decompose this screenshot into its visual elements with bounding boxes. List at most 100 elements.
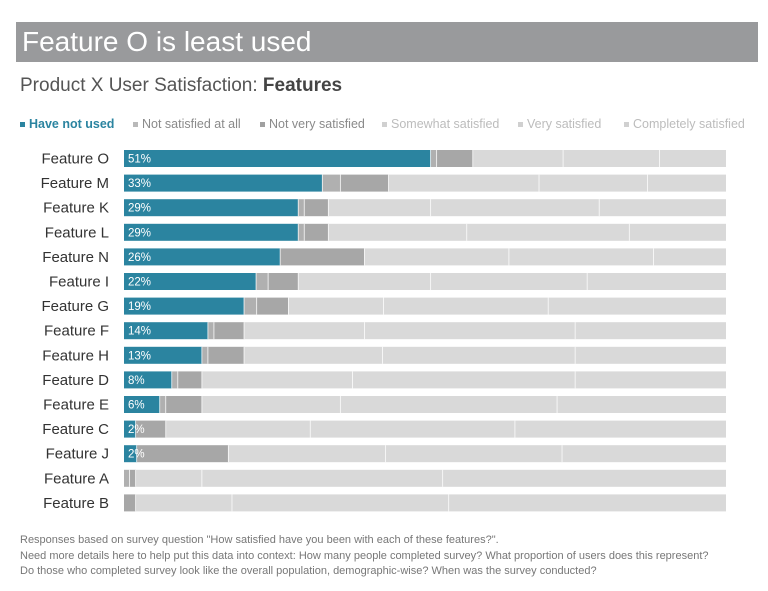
bar-segment bbox=[136, 420, 167, 438]
bar-segment bbox=[166, 396, 203, 413]
bar-segment bbox=[431, 199, 600, 217]
footnote-line-3: Do those who completed survey look like … bbox=[20, 565, 597, 577]
legend-label: Not satisfied at all bbox=[142, 117, 241, 131]
legend-label: Have not used bbox=[29, 117, 115, 131]
data-label: 26% bbox=[128, 252, 151, 264]
bar-segment bbox=[244, 297, 258, 315]
bar-segment bbox=[124, 322, 209, 340]
bar-segment bbox=[124, 469, 131, 487]
data-label: 51% bbox=[128, 154, 151, 166]
data-label: 33% bbox=[128, 178, 151, 190]
category-label: Feature L bbox=[45, 224, 109, 241]
bar-segment bbox=[304, 223, 329, 241]
legend-swatch bbox=[20, 121, 25, 127]
legend-item: Have not used bbox=[20, 117, 114, 131]
bar-segment bbox=[599, 199, 726, 217]
bar-segment bbox=[659, 150, 726, 167]
bar-segment bbox=[130, 469, 137, 487]
bar-segment bbox=[443, 469, 726, 487]
category-label: Feature O bbox=[41, 151, 109, 168]
bar-segment bbox=[136, 469, 203, 487]
data-label: 14% bbox=[128, 326, 151, 338]
bar-segment bbox=[364, 322, 576, 340]
bar-segment bbox=[385, 445, 563, 463]
bar-segment bbox=[328, 223, 468, 241]
bar-segment bbox=[124, 371, 173, 389]
legend-label: Not very satisfied bbox=[269, 117, 365, 131]
bar-segment bbox=[449, 494, 726, 512]
bar-segment bbox=[124, 420, 137, 438]
data-label: 8% bbox=[128, 375, 145, 387]
bar-segment bbox=[575, 346, 726, 364]
bar-segment bbox=[575, 322, 726, 340]
data-label: 22% bbox=[128, 277, 151, 289]
bar-segment bbox=[509, 248, 654, 266]
legend-label: Completely satisfied bbox=[633, 117, 745, 131]
subtitle-bold: Features bbox=[262, 75, 343, 96]
chart-subtitle: Product X User Satisfaction: Features bbox=[20, 75, 342, 97]
bar-segment bbox=[322, 174, 341, 192]
bar-segment bbox=[515, 420, 726, 438]
bar-segment bbox=[124, 445, 138, 463]
bar-segment bbox=[208, 322, 215, 340]
legend-item: Not satisfied at all bbox=[133, 117, 241, 131]
legend-item: Completely satisfied bbox=[624, 117, 745, 131]
data-label: 29% bbox=[128, 203, 151, 215]
bar-segment bbox=[352, 371, 576, 389]
bar-segment bbox=[431, 273, 588, 290]
data-label: 2% bbox=[128, 449, 145, 461]
bar-segment bbox=[256, 273, 269, 290]
stacked-bar-chart: Feature O 51% Feature M 33% Feature K 29% Feat… bbox=[41, 150, 726, 512]
bar-segment bbox=[124, 494, 137, 512]
legend-item: Not very satisfied bbox=[260, 117, 365, 131]
bar-segment bbox=[214, 322, 245, 340]
legend-item: Somewhat satisfied bbox=[382, 117, 499, 131]
bar-segment bbox=[340, 174, 389, 192]
bar-segment bbox=[298, 199, 305, 217]
bar-segment bbox=[431, 150, 438, 167]
bar-segment bbox=[437, 150, 474, 167]
bar-segment bbox=[467, 223, 630, 241]
bar-segment bbox=[166, 420, 311, 438]
category-label: Feature K bbox=[43, 200, 109, 217]
bar-segment bbox=[653, 248, 726, 266]
bar-segment bbox=[202, 469, 444, 487]
bar-segment bbox=[257, 297, 289, 315]
bar-segment bbox=[575, 371, 726, 389]
legend-swatch bbox=[624, 121, 629, 127]
bar-segment bbox=[124, 199, 299, 217]
bar-segment bbox=[124, 174, 323, 192]
bar-segment bbox=[232, 494, 450, 512]
footnote-line-1: Responses based on survey question "How … bbox=[20, 534, 499, 546]
bar-segment bbox=[244, 322, 365, 340]
bar-segment bbox=[328, 199, 432, 217]
category-label: Feature J bbox=[46, 446, 109, 463]
data-label: 6% bbox=[128, 400, 145, 412]
bar-segment bbox=[202, 396, 341, 413]
bar-segment bbox=[160, 396, 167, 413]
category-label: Feature N bbox=[42, 249, 109, 266]
legend-swatch bbox=[260, 121, 265, 127]
legend-label: Very satisfied bbox=[527, 117, 602, 131]
chart-legend: Have not used Not satisfied at all Not ver… bbox=[20, 117, 760, 133]
category-label: Feature F bbox=[44, 323, 109, 340]
subtitle-prefix: Product X User Satisfaction: bbox=[20, 75, 263, 96]
legend-label: Somewhat satisfied bbox=[391, 117, 500, 131]
legend-swatch bbox=[518, 121, 523, 127]
legend-swatch bbox=[133, 121, 138, 127]
bar-segment bbox=[562, 445, 726, 463]
bar-segment bbox=[587, 273, 726, 290]
bar-segment bbox=[548, 297, 726, 315]
bar-segment bbox=[539, 174, 648, 192]
bar-segment bbox=[172, 371, 179, 389]
bar-segment bbox=[202, 371, 353, 389]
bar-segment bbox=[124, 346, 203, 364]
bar-segment bbox=[124, 273, 257, 290]
bar-segment bbox=[340, 396, 558, 413]
bar-segment bbox=[124, 223, 299, 241]
category-label: Feature A bbox=[44, 470, 109, 487]
category-label: Feature B bbox=[43, 495, 109, 512]
category-label: Feature D bbox=[42, 372, 109, 389]
bar-segment bbox=[388, 174, 540, 192]
bar-segment bbox=[228, 445, 386, 463]
